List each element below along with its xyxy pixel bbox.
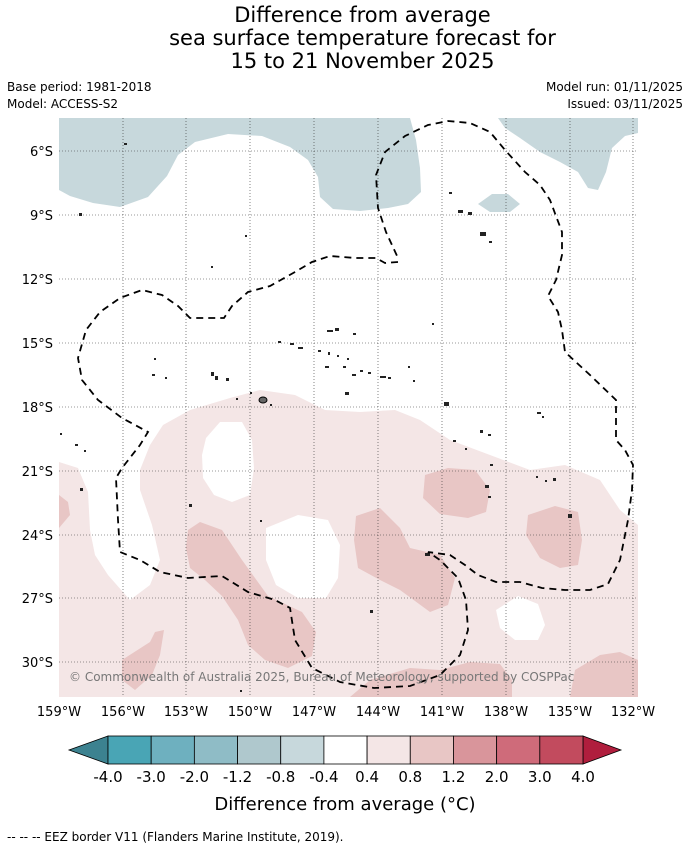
copyright-text: © Commonwealth of Australia 2025, Bureau…	[69, 670, 574, 684]
warm-anomaly-east	[526, 506, 582, 568]
colorbar-cell	[496, 735, 541, 765]
colorbar: -4.0 -3.0 -2.0 -1.2 -0.8 -0.4 0.4 0.8 1.2 2.0 3.0 4…	[67, 735, 623, 786]
island-tahiti	[258, 396, 268, 404]
lon-label-138w: 138°W	[484, 705, 528, 720]
graticule	[59, 118, 638, 697]
cool-anomaly-northeast	[498, 118, 638, 190]
islands	[60, 143, 572, 692]
lat-label-27s: 27°S	[22, 592, 53, 607]
colorbar-tick-label: -3.0	[137, 768, 166, 786]
eez-border	[77, 120, 634, 689]
eez-legend: -- -- -- EEZ border V11 (Flanders Marine…	[7, 830, 344, 844]
colorbar-cell	[193, 735, 238, 765]
base-period: Base period: 1981-2018	[7, 80, 152, 94]
colorbar-tick-label: -4.0	[93, 768, 122, 786]
warm-anomaly-west	[59, 495, 70, 528]
neutral-patch-1	[202, 422, 254, 502]
colorbar-label: Difference from average (°C)	[214, 794, 476, 815]
colorbar-tick-label: 1.2	[442, 768, 466, 786]
lon-label-156w: 156°W	[101, 705, 145, 720]
meta-left: Base period: 1981-2018 Model: ACCESS-S2	[7, 79, 152, 113]
warm-anomaly-central-3	[423, 468, 490, 518]
colorbar-tick-label: 2.0	[485, 768, 509, 786]
lat-label-15s: 15°S	[22, 337, 53, 352]
colorbar-tick-label: -1.2	[223, 768, 252, 786]
colorbar-tick-label: 3.0	[528, 768, 552, 786]
lon-label-153w: 153°W	[164, 705, 208, 720]
colorbar-cell	[237, 735, 282, 765]
colorbar-cell	[453, 735, 498, 765]
title-line-3: 15 to 21 November 2025	[230, 49, 495, 73]
cool-anomaly-north	[59, 118, 421, 211]
colorbar-tick-label: 0.8	[398, 768, 422, 786]
cool-anomaly-patch	[478, 194, 520, 212]
colorbar-tick-label: 0.4	[355, 768, 379, 786]
model-run: Model run: 01/11/2025	[545, 80, 683, 94]
lon-label-135w: 135°W	[548, 705, 592, 720]
lon-label-150w: 150°W	[228, 705, 272, 720]
colorbar-cell	[150, 735, 195, 765]
title-line-2: sea surface temperature forecast for	[169, 26, 556, 50]
colorbar-over-arrow	[582, 735, 623, 765]
warm-anomaly-sw	[122, 630, 164, 690]
meta-right: Model run: 01/11/2025 Issued: 03/11/2025	[546, 79, 683, 113]
colorbar-cell	[323, 735, 368, 765]
map-area	[59, 118, 638, 697]
warm-anomaly-se	[570, 652, 638, 697]
model-name: Model: ACCESS-S2	[7, 97, 119, 111]
lat-label-30s: 30°S	[22, 656, 53, 671]
colorbar-cell	[409, 735, 454, 765]
chart-title: Difference from average sea surface temp…	[0, 4, 690, 73]
warm-anomaly-south-central	[350, 662, 512, 697]
lat-label-12s: 12°S	[22, 273, 53, 288]
colorbar-tick-label: -0.4	[309, 768, 338, 786]
colorbar-cell	[366, 735, 411, 765]
lon-label-147w: 147°W	[292, 705, 336, 720]
colorbar-tick-label: -0.8	[266, 768, 295, 786]
lat-label-9s: 9°S	[30, 209, 53, 224]
lat-label-21s: 21°S	[22, 465, 53, 480]
warm-anomaly-central-2	[354, 508, 455, 612]
colorbar-cell	[280, 735, 325, 765]
neutral-patch-3	[496, 596, 545, 640]
colorbar-cell	[539, 735, 584, 765]
colorbar-under-arrow	[67, 735, 109, 765]
colorbar-tick-label: 4.0	[571, 768, 595, 786]
lon-label-132w: 132°W	[611, 705, 655, 720]
lon-label-141w: 141°W	[420, 705, 464, 720]
lon-label-159w: 159°W	[37, 705, 81, 720]
neutral-patch-2	[266, 515, 340, 598]
warm-anomaly-central-1	[186, 522, 316, 668]
colorbar-cell	[107, 735, 152, 765]
lon-label-144w: 144°W	[356, 705, 400, 720]
lat-label-18s: 18°S	[22, 401, 53, 416]
issued-date: Issued: 03/11/2025	[567, 97, 683, 111]
lat-label-6s: 6°S	[30, 145, 53, 160]
title-line-1: Difference from average	[234, 3, 491, 27]
colorbar-tick-label: -2.0	[180, 768, 209, 786]
lat-label-24s: 24°S	[22, 529, 53, 544]
